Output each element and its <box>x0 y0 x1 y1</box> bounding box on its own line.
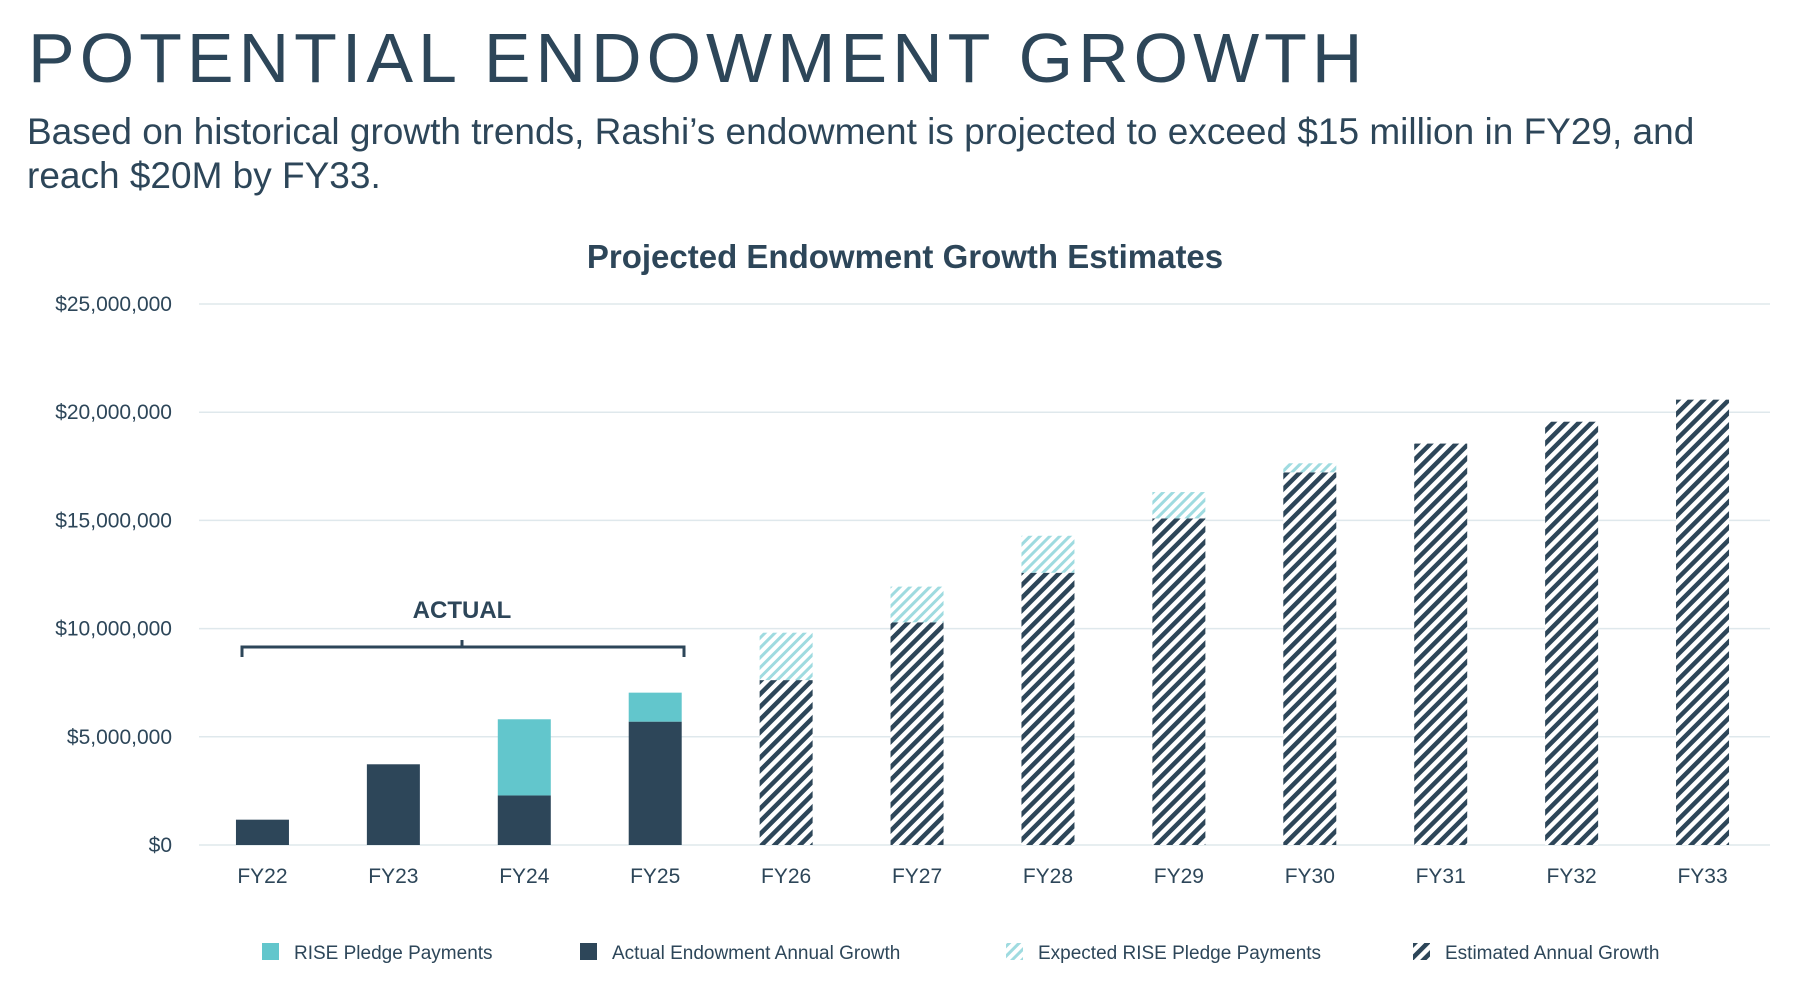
x-tick-label: FY27 <box>892 865 942 888</box>
legend-item: Estimated Annual Growth <box>1413 943 1659 964</box>
legend-swatch <box>262 943 279 960</box>
bar-fy26-expected-rise-pledge-payments <box>759 632 813 681</box>
bar-fy24-rise-pledge-payments <box>497 719 551 796</box>
x-tick-label: FY25 <box>630 865 680 888</box>
bar-fy28-estimated-annual-growth <box>1021 572 1075 845</box>
legend-swatch <box>580 943 597 960</box>
bar-fy27-expected-rise-pledge-payments <box>890 586 944 623</box>
y-tick-label: $10,000,000 <box>55 618 172 641</box>
x-tick-label: FY24 <box>499 865 550 888</box>
legend-label: Actual Endowment Annual Growth <box>612 943 900 964</box>
legend-item: Actual Endowment Annual Growth <box>580 943 900 964</box>
bar-fy29-expected-rise-pledge-payments <box>1152 492 1206 519</box>
legend-swatch <box>1413 943 1430 960</box>
bar-fy27-estimated-annual-growth <box>890 622 944 845</box>
bar-fy30-estimated-annual-growth <box>1283 472 1337 845</box>
bar-fy29-estimated-annual-growth <box>1152 518 1206 845</box>
x-tick-label: FY22 <box>237 865 287 888</box>
bar-fy24-actual-endowment-annual-growth <box>497 795 551 845</box>
y-tick-label: $15,000,000 <box>55 509 172 532</box>
bar-fy26-estimated-annual-growth <box>759 680 813 845</box>
y-tick-label: $5,000,000 <box>67 726 172 749</box>
actual-bracket <box>240 640 686 657</box>
bar-fy25-rise-pledge-payments <box>628 692 682 722</box>
legend-label: RISE Pledge Payments <box>294 943 493 964</box>
bar-fy25-actual-endowment-annual-growth <box>628 721 682 845</box>
x-tick-label: FY23 <box>368 865 418 888</box>
page-subtitle: Based on historical growth trends, Rashi… <box>27 111 1695 196</box>
bar-fy30-expected-rise-pledge-payments <box>1283 463 1337 473</box>
bar-fy31-estimated-annual-growth <box>1414 443 1468 845</box>
y-tick-label: $20,000,000 <box>55 401 172 424</box>
x-tick-label: FY29 <box>1154 865 1204 888</box>
x-tick-label: FY31 <box>1416 865 1466 888</box>
chart-title: Projected Endowment Growth Estimates <box>587 238 1223 275</box>
y-tick-label: $25,000,000 <box>55 293 172 316</box>
bar-fy32-estimated-annual-growth <box>1545 421 1599 845</box>
legend-item: RISE Pledge Payments <box>262 943 493 964</box>
actual-label: ACTUAL <box>413 597 512 624</box>
legend-label: Estimated Annual Growth <box>1445 943 1659 964</box>
bar-fy28-expected-rise-pledge-payments <box>1021 535 1075 573</box>
bar-fy33-estimated-annual-growth <box>1676 399 1730 845</box>
actual-annotation: ACTUAL <box>240 597 686 657</box>
bar-fy23-actual-endowment-annual-growth <box>366 764 420 845</box>
x-tick-label: FY28 <box>1023 865 1073 888</box>
x-tick-label: FY26 <box>761 865 811 888</box>
x-tick-label: FY32 <box>1547 865 1597 888</box>
y-tick-label: $0 <box>149 834 172 857</box>
legend-label: Expected RISE Pledge Payments <box>1038 943 1321 964</box>
legend-swatch <box>1006 943 1023 960</box>
legend-item: Expected RISE Pledge Payments <box>1006 943 1321 964</box>
page-title: POTENTIAL ENDOWMENT GROWTH <box>28 19 1368 97</box>
x-tick-label: FY33 <box>1677 865 1727 888</box>
bar-fy22-actual-endowment-annual-growth <box>235 819 289 845</box>
x-tick-label: FY30 <box>1285 865 1335 888</box>
